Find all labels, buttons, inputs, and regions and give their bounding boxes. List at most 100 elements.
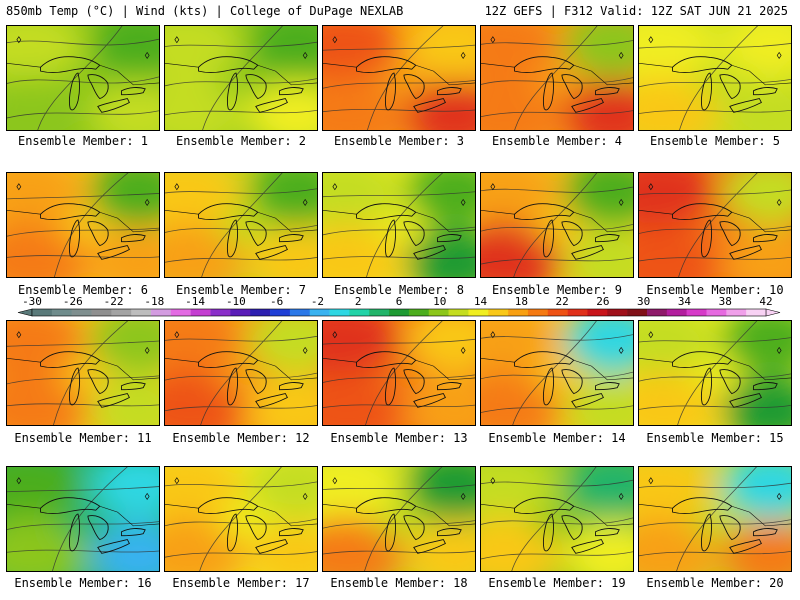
temperature-field-map <box>7 467 159 571</box>
colorbar-tick-label: 6 <box>396 295 403 308</box>
colorbar-low-arrow <box>17 308 33 317</box>
temperature-field-map <box>7 321 159 425</box>
ensemble-panel-8[interactable] <box>322 172 476 278</box>
temperature-field-map <box>323 467 475 571</box>
colorbar-segment <box>270 309 291 316</box>
colorbar-segment <box>627 309 648 316</box>
ensemble-member-label: Ensemble Member: 6 <box>17 283 149 297</box>
colorbar-segment <box>666 309 687 316</box>
temperature-field-map <box>481 173 633 277</box>
colorbar-segment <box>448 309 469 316</box>
colorbar-segment <box>51 309 72 316</box>
ensemble-member-label: Ensemble Member: 2 <box>175 134 307 148</box>
colorbar-segment <box>686 309 707 316</box>
ensemble-panel-2[interactable] <box>164 25 318 131</box>
temperature-field-map <box>323 321 475 425</box>
ensemble-panel-7[interactable] <box>164 172 318 278</box>
ensemble-panel-1[interactable] <box>6 25 160 131</box>
ensemble-panel-11[interactable] <box>6 320 160 426</box>
ensemble-member-label: Ensemble Member: 11 <box>14 431 152 445</box>
ensemble-panel-4[interactable] <box>480 25 634 131</box>
ensemble-member-label: Ensemble Member: 5 <box>649 134 781 148</box>
colorbar-tick-label: -6 <box>270 295 283 308</box>
colorbar-tick-label: -14 <box>185 295 205 308</box>
colorbar-segment <box>309 309 330 316</box>
colorbar-segment <box>131 309 152 316</box>
ensemble-member-label: Ensemble Member: 13 <box>330 431 468 445</box>
ensemble-member-label: Ensemble Member: 20 <box>646 576 784 590</box>
ensemble-panel-13[interactable] <box>322 320 476 426</box>
colorbar-tick-label: -26 <box>63 295 83 308</box>
colorbar-segment <box>488 309 509 316</box>
ensemble-panel-5[interactable] <box>638 25 792 131</box>
temperature-field-map <box>481 321 633 425</box>
colorbar-segment <box>389 309 410 316</box>
ensemble-member-label: Ensemble Member: 19 <box>488 576 626 590</box>
colorbar-segment <box>468 309 489 316</box>
colorbar-tick-label: -2 <box>311 295 324 308</box>
ensemble-member-label: Ensemble Member: 4 <box>491 134 623 148</box>
ensemble-member-label: Ensemble Member: 17 <box>172 576 310 590</box>
ensemble-panel-6[interactable] <box>6 172 160 278</box>
ensemble-panel-18[interactable] <box>322 466 476 572</box>
ensemble-member-label: Ensemble Member: 7 <box>175 283 307 297</box>
colorbar-tick-label: 14 <box>474 295 488 308</box>
colorbar-high-arrow <box>765 308 781 317</box>
ensemble-panel-14[interactable] <box>480 320 634 426</box>
colorbar-segment <box>567 309 588 316</box>
temperature-field-map <box>165 173 317 277</box>
temperature-field-map <box>323 26 475 130</box>
ensemble-member-label: Ensemble Member: 8 <box>333 283 465 297</box>
colorbar-tick-label: 42 <box>759 295 772 308</box>
colorbar-segment <box>607 309 628 316</box>
colorbar-segment <box>527 309 549 316</box>
ensemble-panel-10[interactable] <box>638 172 792 278</box>
temperature-colorbar: -30 -26 -22 -18 -14 -10 -6 -2 2 6 10 14 18 22 26 30 34 38… <box>17 295 781 317</box>
colorbar-segment <box>646 309 668 316</box>
colorbar-segment <box>151 309 172 316</box>
colorbar-tick-label: -18 <box>144 295 164 308</box>
colorbar-tick-label: 2 <box>355 295 362 308</box>
colorbar-tick-label: 10 <box>433 295 446 308</box>
ensemble-panel-9[interactable] <box>480 172 634 278</box>
ensemble-panel-20[interactable] <box>638 466 792 572</box>
temperature-field-map <box>165 467 317 571</box>
colorbar-segment <box>726 309 747 316</box>
colorbar-segment <box>408 309 430 316</box>
colorbar-tick-label: 34 <box>678 295 692 308</box>
ensemble-member-label: Ensemble Member: 16 <box>14 576 152 590</box>
colorbar-segment <box>508 309 529 316</box>
colorbar-tick-label: 18 <box>515 295 528 308</box>
colorbar-segment <box>230 309 251 316</box>
ensemble-panel-17[interactable] <box>164 466 318 572</box>
ensemble-panel-16[interactable] <box>6 466 160 572</box>
colorbar-segment <box>32 309 53 316</box>
colorbar-segment <box>428 309 449 316</box>
colorbar-segment <box>349 309 370 316</box>
colorbar-segment <box>111 309 132 316</box>
colorbar-segment <box>369 309 390 316</box>
colorbar-tick-label: 26 <box>596 295 609 308</box>
colorbar-segment <box>587 309 608 316</box>
colorbar-tick-label: 22 <box>555 295 568 308</box>
colorbar-segment <box>706 309 727 316</box>
ensemble-panel-15[interactable] <box>638 320 792 426</box>
colorbar-segment <box>71 309 92 316</box>
temperature-field-map <box>323 173 475 277</box>
colorbar-segment <box>91 309 112 316</box>
ensemble-member-label: Ensemble Member: 9 <box>491 283 623 297</box>
ensemble-member-label: Ensemble Member: 12 <box>172 431 310 445</box>
colorbar-segment <box>289 309 311 316</box>
temperature-field-map <box>639 321 791 425</box>
temperature-field-map <box>639 467 791 571</box>
ensemble-member-label: Ensemble Member: 15 <box>646 431 784 445</box>
ensemble-panel-3[interactable] <box>322 25 476 131</box>
colorbar-segment <box>547 309 568 316</box>
temperature-field-map <box>165 26 317 130</box>
ensemble-panel-19[interactable] <box>480 466 634 572</box>
colorbar-segment <box>170 309 192 316</box>
colorbar-segment <box>210 309 231 316</box>
ensemble-panel-12[interactable] <box>164 320 318 426</box>
map-title: 850mb Temp (°C) | Wind (kts) | College o… <box>6 4 404 18</box>
ensemble-member-label: Ensemble Member: 10 <box>646 283 784 297</box>
